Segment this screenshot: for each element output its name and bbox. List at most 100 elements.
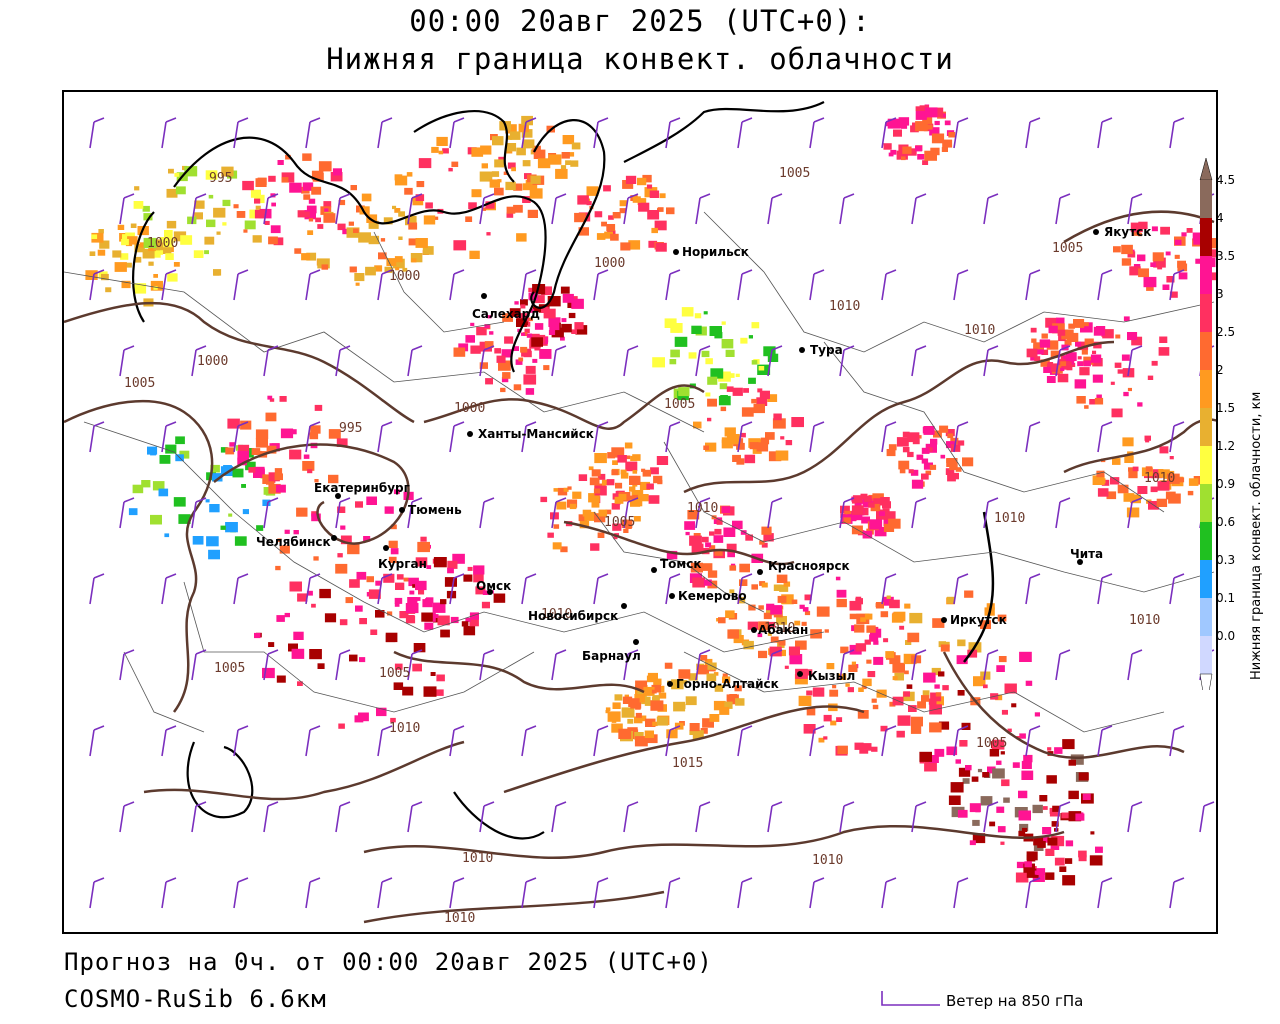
cloud-base-cell [871,698,877,703]
cloud-base-cell [1057,373,1069,383]
cloud-base-cell [154,252,161,258]
cloud-base-cell [714,332,723,339]
cloud-base-cell [601,221,607,227]
city-label: Чита [1070,547,1103,561]
cloud-base-cell [740,530,747,535]
cloud-base-cell [556,501,567,510]
cloud-base-cell [500,387,506,393]
cloud-base-cell [1127,387,1132,392]
cloud-base-cell [566,499,578,508]
cloud-base-cell [873,498,883,506]
cloud-base-cell [631,497,643,507]
cloud-base-cell [594,453,607,464]
cloud-base-cell [621,707,635,718]
cloud-base-cell [378,252,387,260]
city-label: Ханты-Мансийск [478,427,594,441]
wind-barb [983,497,999,529]
cloud-base-cell [289,581,302,592]
cloud-base-cell [521,115,533,126]
cloud-base-cell [705,392,711,397]
wind-barb [623,649,639,681]
cloud-base-cell [497,179,502,183]
wind-barb [1127,193,1143,225]
wind-barb [305,421,321,453]
cloud-base-cell [368,589,381,599]
cloud-base-cell [932,618,945,628]
cloud-base-cell [484,341,494,348]
wind-barb [551,193,567,225]
cloud-base-cell [902,431,910,438]
cloud-base-cell [280,428,294,439]
cloud-base-cell [482,590,489,595]
cloud-base-cell [513,346,519,351]
cloud-base-cell [494,187,504,196]
legend-level-label: 0.6 [1216,515,1235,529]
cloud-base-cell [147,446,158,455]
cloud-base-cell [1077,361,1084,367]
cloud-base-cell [761,542,768,548]
cloud-base-cell [1084,405,1089,409]
city-dot [331,535,337,541]
cloud-base-cell [951,472,959,480]
cloud-base-cell [396,574,404,580]
cloud-base-cell [560,286,570,294]
cloud-base-cell [173,231,187,242]
cloud-base-cell [557,487,568,496]
cloud-base-cell [629,698,640,707]
cloud-base-cell [888,518,901,529]
cloud-base-cell [611,469,619,476]
legend-level-label: 2.5 [1216,325,1235,339]
cloud-base-cell [635,680,648,691]
legend-level-label: 1.2 [1216,439,1235,453]
wind-barb [1025,117,1041,149]
cloud-base-cell [658,692,667,699]
cloud-base-cell [866,625,876,633]
cloud-base-cell [972,833,986,844]
wind-barb [119,497,135,529]
cloud-base-cell [523,321,528,325]
cloud-base-cell [785,440,793,446]
wind-barb [1169,725,1185,757]
cloud-base-cell [669,359,677,365]
cloud-base-cell [705,442,717,452]
cloud-base-cell [849,600,862,611]
cloud-base-cell [213,207,226,218]
wind-barb [1097,421,1113,453]
cloud-base-cell [847,687,854,693]
cloud-base-cell [148,261,154,266]
cloud-base-cell [530,175,541,184]
cloud-base-cell [1138,221,1148,230]
cloud-base-cell [303,454,310,459]
cloud-base-cell [691,325,702,334]
cloud-base-cell [644,730,654,738]
cloud-base-cell [1051,821,1059,827]
wind-legend: Ветер на 850 гПа [878,985,1138,1015]
isobar-label: 995 [339,421,362,436]
cloud-base-cell [501,377,509,383]
cloud-base-cell [606,224,616,232]
wind-barb [551,497,567,529]
cloud-base-cell [788,646,800,656]
cloud-base-cell [678,387,690,397]
cloud-base-cell [728,373,735,378]
cloud-base-cell [403,577,409,582]
wind-barb [881,421,897,453]
wind-barb [1055,649,1071,681]
cloud-base-cell [723,527,736,537]
wind-barb [809,725,825,757]
cloud-base-cell [678,669,691,679]
cloud-base-cell [178,514,191,524]
cloud-base-cell [1097,488,1109,497]
cloud-base-cell [862,743,872,751]
cloud-base-cell [398,211,405,217]
cloud-base-cell [651,227,658,234]
cloud-base-cell [481,163,488,169]
cloud-base-cell [899,468,906,474]
cloud-base-cell [328,429,341,439]
cloud-base-cell [388,540,398,548]
cloud-base-cell [740,432,746,438]
cloud-base-cell [1101,479,1110,486]
wind-barb [881,269,897,301]
cloud-base-cell [719,383,728,390]
wind-barb [521,269,537,301]
